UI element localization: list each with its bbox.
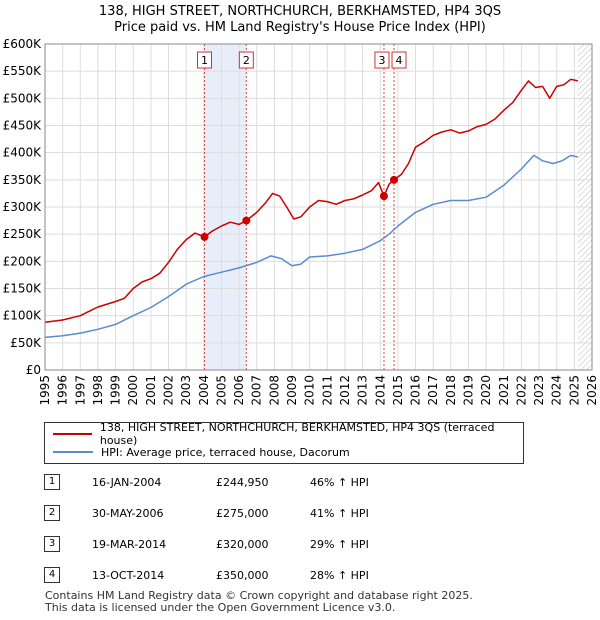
sale-row: 4 13-OCT-2014 £350,000 28% ↑ HPI (44, 563, 464, 594)
x-tick-label: 2001 (144, 375, 158, 406)
sale-hpi-change: 41% ↑ HPI (310, 507, 369, 520)
x-tick-label: 1996 (56, 375, 70, 406)
sale-label-text: 4 (396, 54, 403, 67)
sale-price: £350,000 (216, 569, 269, 582)
sale-point (200, 232, 209, 241)
chart: £0 £50K £100K £150K £200K £250K £300K £350K £400… (3, 37, 599, 406)
x-tick-label: 2014 (373, 375, 387, 406)
y-tick-label: £600K (3, 37, 43, 51)
footer-copyright: Contains HM Land Registry data © Crown c… (45, 589, 473, 602)
legend-label-hpi: HPI: Average price, terraced house, Daco… (101, 445, 350, 459)
x-tick-label: 2023 (532, 375, 546, 406)
x-tick-label: 2021 (497, 375, 511, 406)
sale-point (242, 216, 251, 225)
x-tick-label: 2005 (214, 375, 228, 406)
x-tick-label: 2022 (514, 375, 528, 406)
y-tick-label: £150K (3, 282, 43, 296)
footer: Contains HM Land Registry data © Crown c… (45, 590, 473, 614)
x-tick-label: 1998 (91, 375, 105, 406)
x-tick-label: 2016 (409, 375, 423, 406)
x-tick-label: 2002 (162, 375, 176, 406)
y-tick-label: £350K (3, 173, 43, 187)
x-tick-label: 1995 (38, 375, 52, 406)
sale-label-box (197, 51, 213, 69)
sale-label-box (391, 51, 407, 69)
x-tick-label: 2008 (267, 375, 281, 406)
x-tick-label: 2013 (356, 375, 370, 406)
sale-number-badge: 3 (44, 536, 60, 552)
sale-label-text: 3 (378, 54, 385, 67)
x-tick-label: 2006 (232, 375, 246, 406)
sale-row: 1 16-JAN-2004 £244,950 46% ↑ HPI (44, 470, 464, 501)
y-tick-label: £500K (3, 91, 43, 105)
x-tick-label: 2024 (550, 375, 564, 406)
sale-hpi-change: 28% ↑ HPI (310, 569, 369, 582)
y-tick-label: £100K (3, 309, 43, 323)
y-tick-label: £400K (3, 146, 43, 160)
x-tick-label: 2007 (250, 375, 264, 406)
legend-swatch-property (53, 433, 92, 435)
sale-number-badge: 2 (44, 505, 60, 521)
x-tick-label: 2010 (303, 375, 317, 406)
property-price-line (44, 78, 579, 323)
sale-label-box (238, 51, 254, 69)
sale-date: 30-MAY-2006 (92, 507, 164, 520)
sale-number-badge: 4 (44, 567, 60, 583)
legend-swatch-hpi (53, 451, 93, 453)
x-tick-label: 2019 (461, 375, 475, 406)
sale-hpi-change: 46% ↑ HPI (310, 476, 369, 489)
x-tick-label: 2018 (444, 375, 458, 406)
x-tick-label: 2020 (479, 375, 493, 406)
sale-row: 3 19-MAR-2014 £320,000 29% ↑ HPI (44, 532, 464, 563)
x-tick-label: 2000 (126, 375, 140, 406)
sale-point (390, 175, 399, 184)
x-tick-label: 2004 (197, 375, 211, 406)
y-tick-label: £250K (3, 227, 43, 241)
sale-hpi-change: 29% ↑ HPI (310, 538, 369, 551)
x-tick-label: 2012 (338, 375, 352, 406)
hpi-line (44, 154, 579, 339)
legend-item-property: 138, HIGH STREET, NORTHCHURCH, BERKHAMST… (53, 421, 523, 447)
x-tick-label: 2025 (567, 375, 581, 406)
x-tick-label: 2026 (585, 375, 599, 406)
legend: 138, HIGH STREET, NORTHCHURCH, BERKHAMST… (44, 421, 524, 464)
x-tick-label: 2011 (320, 375, 334, 406)
sale-label-text: 2 (243, 54, 250, 67)
sale-label-box (374, 51, 390, 69)
chart-title-line1: 138, HIGH STREET, NORTHCHURCH, BERKHAMST… (98, 4, 502, 19)
x-tick-label: 1999 (109, 375, 123, 406)
sale-price: £320,000 (216, 538, 269, 551)
footer-licence: This data is licensed under the Open Gov… (45, 601, 396, 614)
sale-row: 2 30-MAY-2006 £275,000 41% ↑ HPI (44, 501, 464, 532)
plot-border (44, 43, 593, 371)
y-tick-label: £0 (26, 363, 41, 377)
y-tick-label: £300K (3, 200, 43, 214)
sale-price: £275,000 (216, 507, 269, 520)
sales-table: 1 16-JAN-2004 £244,950 46% ↑ HPI 2 30-MA… (44, 470, 464, 594)
sale-date: 13-OCT-2014 (92, 569, 165, 582)
sale-date: 19-MAR-2014 (92, 538, 167, 551)
x-tick-label: 2015 (391, 375, 405, 406)
legend-label-property: 138, HIGH STREET, NORTHCHURCH, BERKHAMST… (99, 421, 495, 447)
y-tick-label: £50K (10, 336, 42, 350)
sale-number-badge: 1 (44, 474, 60, 490)
y-tick-label: £450K (3, 119, 43, 133)
x-tick-label: 2017 (426, 375, 440, 406)
sale-label-text: 1 (201, 54, 208, 67)
x-tick-label: 2009 (285, 375, 299, 406)
sale-point (379, 192, 388, 201)
chart-title-line2: Price paid vs. HM Land Registry's House … (114, 20, 486, 35)
x-tick-label: 2003 (179, 375, 193, 406)
y-tick-label: £550K (3, 64, 43, 78)
x-tick-label: 1997 (73, 375, 87, 406)
legend-item-hpi: HPI: Average price, terraced house, Daco… (53, 443, 350, 461)
y-tick-label: £200K (3, 254, 43, 268)
sale-price: £244,950 (216, 476, 269, 489)
sale-date: 16-JAN-2004 (92, 476, 162, 489)
